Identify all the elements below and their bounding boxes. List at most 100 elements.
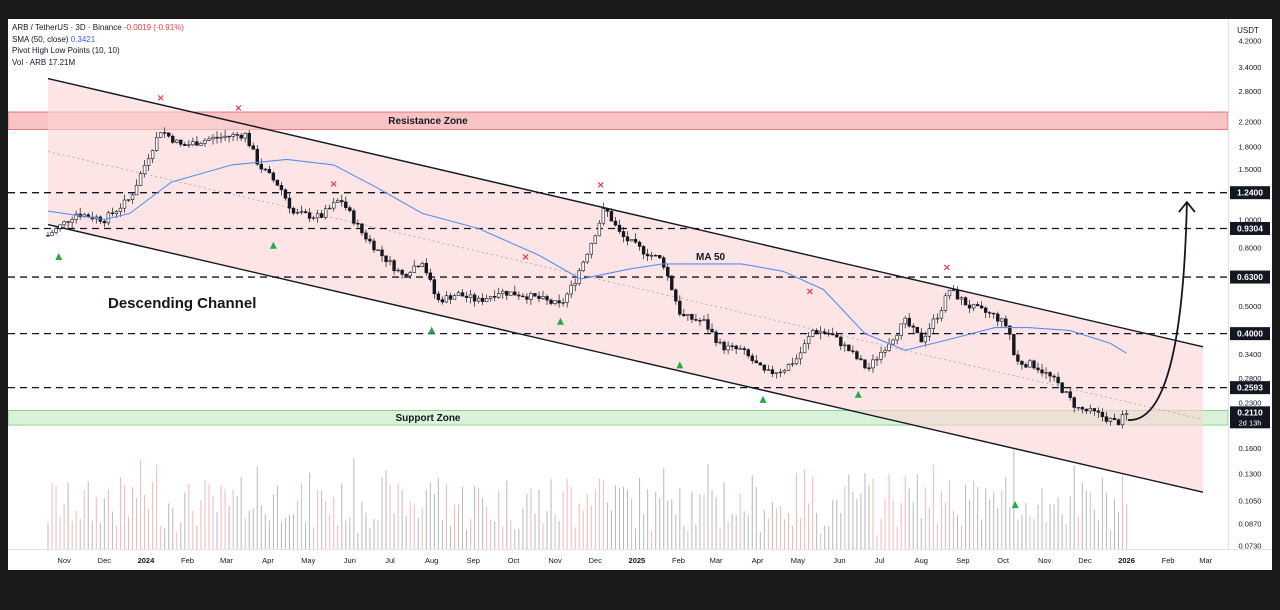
- price-label-box: [1230, 270, 1270, 284]
- legend-sma-row[interactable]: SMA (50, close) 0.3421: [12, 34, 184, 46]
- candle-up: [649, 255, 654, 257]
- candle-down: [770, 369, 775, 374]
- candle-up: [947, 289, 952, 297]
- candle-down: [758, 362, 763, 366]
- candle-up: [1108, 417, 1113, 422]
- legend-title-row: ARB / TetherUS · 3D · Binance -0.0019 (-…: [12, 22, 184, 34]
- descending-channel-label: Descending Channel: [108, 295, 256, 312]
- candle-up: [589, 242, 593, 255]
- candle-down: [368, 238, 372, 242]
- time-tick: Feb: [1162, 556, 1175, 565]
- candle-up: [501, 290, 505, 294]
- candle-up: [203, 140, 207, 144]
- time-tick: Sep: [956, 556, 969, 565]
- price-tick: 0.0730: [1239, 542, 1262, 551]
- candle-down: [690, 314, 694, 320]
- candle-down: [537, 295, 541, 299]
- candle-up: [476, 297, 481, 302]
- candle-down: [666, 266, 670, 277]
- pivot-high-marker: ×: [234, 103, 242, 114]
- candle-down: [907, 317, 911, 327]
- channel-lower-line[interactable]: [47, 223, 1204, 493]
- candle-down: [303, 211, 308, 214]
- time-tick: Nov: [548, 556, 562, 565]
- candle-down: [750, 355, 754, 362]
- legend-pivot-row[interactable]: Pivot High Low Points (10, 10): [12, 45, 184, 57]
- candle-down: [617, 224, 622, 232]
- candle-down: [851, 350, 855, 352]
- price-tick: 0.1600: [1239, 444, 1262, 453]
- candle-up: [484, 298, 489, 302]
- channel-fill: [48, 78, 1203, 493]
- candle-up: [58, 224, 62, 229]
- projection-path[interactable]: [1127, 202, 1188, 421]
- candle-up: [875, 358, 879, 361]
- candle-up: [187, 144, 191, 146]
- candle-up: [899, 323, 903, 336]
- candle-down: [283, 189, 288, 199]
- candle-down: [963, 297, 968, 306]
- candle-down: [653, 255, 658, 257]
- price-chart[interactable]: × × × × × × × Resistance Zone Support Zone Desce…: [8, 19, 1272, 570]
- candle-down: [167, 132, 171, 137]
- candle-up: [191, 141, 195, 146]
- candle-down: [440, 299, 445, 303]
- sma50-line[interactable]: [47, 158, 1127, 354]
- candle-up: [219, 136, 223, 139]
- symbol-title[interactable]: ARB / TetherUS · 3D · Binance: [12, 23, 122, 32]
- time-tick: Oct: [508, 556, 521, 565]
- candle-down: [404, 274, 408, 277]
- candle-down: [1020, 360, 1024, 365]
- candle-down: [967, 304, 972, 309]
- candle-down: [517, 294, 521, 297]
- candle-up: [903, 317, 907, 325]
- candle-up: [726, 345, 730, 351]
- candle-up: [1088, 408, 1093, 412]
- candle-up: [766, 369, 771, 371]
- candle-down: [859, 358, 863, 361]
- candle-down: [195, 141, 199, 146]
- time-tick: Mar: [1199, 556, 1212, 565]
- pivot-low-marker: [1011, 501, 1019, 509]
- candle-up: [323, 208, 328, 218]
- candle-down: [340, 200, 344, 203]
- pivot-high-marker: ×: [330, 179, 338, 190]
- price-axis-divider: [1228, 19, 1229, 549]
- time-tick: Nov: [1038, 556, 1052, 565]
- channel-upper-line[interactable]: [47, 77, 1204, 348]
- candle-up: [887, 343, 891, 351]
- candle-down: [698, 320, 702, 322]
- candle-down: [762, 364, 767, 371]
- candle-up: [561, 302, 565, 304]
- candle-up: [142, 165, 147, 174]
- candle-down: [1056, 376, 1060, 384]
- candle-down: [215, 136, 219, 139]
- candle-down: [674, 289, 678, 302]
- price-label: 0.4000: [1237, 329, 1263, 339]
- candle-up: [541, 296, 545, 299]
- candle-up: [883, 350, 887, 353]
- candle-up: [581, 261, 585, 272]
- axis-unit: USDT: [1237, 26, 1259, 35]
- legend-volume-row[interactable]: Vol · ARB 17.21M: [12, 57, 184, 69]
- candle-down: [183, 144, 187, 146]
- candle-up: [1028, 360, 1032, 368]
- candle-down: [814, 330, 819, 334]
- candle-down: [251, 145, 255, 150]
- price-tick: 2.2000: [1239, 117, 1262, 126]
- candle-down: [227, 135, 231, 138]
- candle-down: [275, 179, 280, 186]
- candle-down: [179, 139, 183, 145]
- candle-up: [738, 348, 742, 350]
- price-tick: 4.2000: [1239, 37, 1262, 46]
- candle-down: [271, 172, 276, 181]
- candle-down: [714, 331, 718, 343]
- resistance-zone-label: Resistance Zone: [388, 116, 468, 127]
- candle-down: [1104, 416, 1109, 422]
- price-change: -0.0019 (-0.91%): [123, 23, 184, 32]
- candle-up: [420, 263, 424, 267]
- candle-down: [1040, 369, 1044, 374]
- price-label-box: [1230, 186, 1270, 200]
- time-tick: Aug: [915, 556, 928, 565]
- candle-down: [823, 331, 827, 334]
